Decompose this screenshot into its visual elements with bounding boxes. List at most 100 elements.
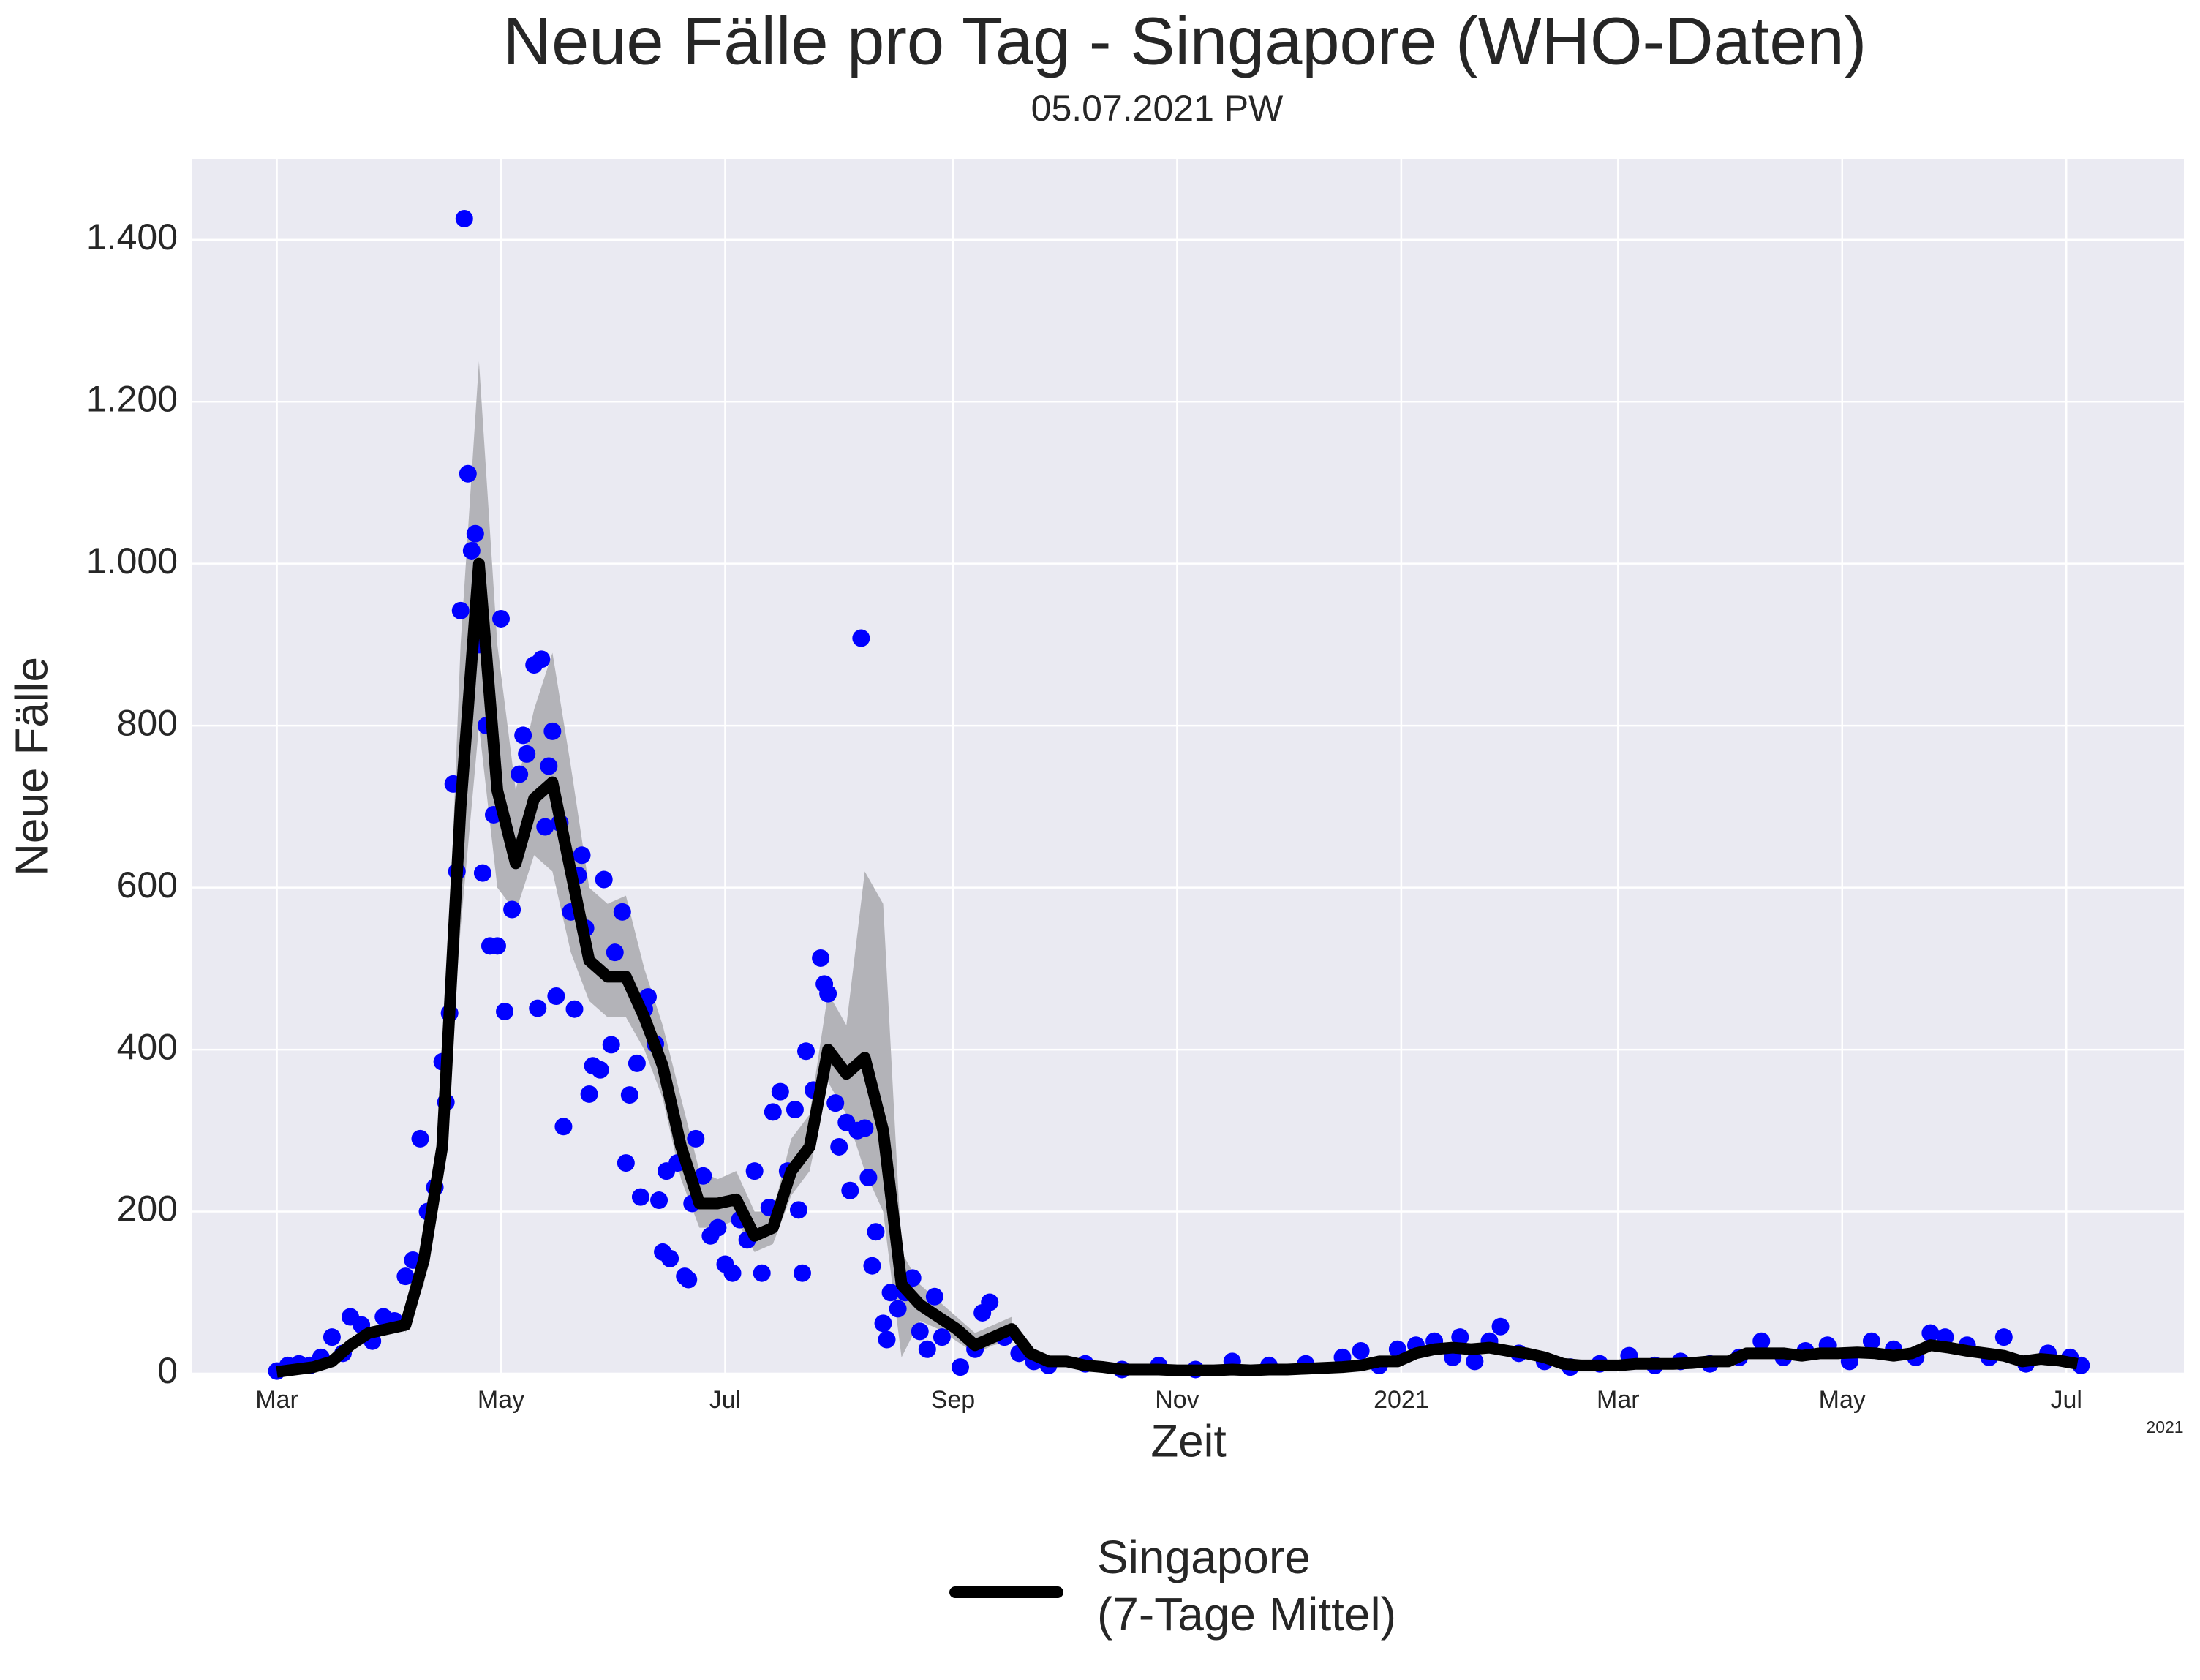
daily-point: [863, 1257, 881, 1275]
daily-point: [573, 846, 591, 865]
x-tick-label: May: [478, 1386, 524, 1414]
daily-point: [602, 1036, 620, 1054]
daily-point: [503, 900, 521, 919]
daily-point: [628, 1054, 646, 1072]
daily-point: [323, 1328, 341, 1346]
daily-point: [496, 1003, 514, 1021]
daily-point: [565, 1000, 584, 1018]
daily-point: [687, 1129, 705, 1148]
daily-point: [841, 1181, 859, 1199]
y-tick-label: 1.400: [86, 216, 178, 257]
daily-point: [1352, 1341, 1370, 1360]
daily-point: [661, 1249, 679, 1267]
daily-point: [488, 937, 506, 955]
daily-point: [867, 1223, 885, 1241]
chart-title: Neue Fälle pro Tag - Singapore (WHO-Date…: [503, 4, 1867, 78]
daily-point: [514, 726, 532, 745]
daily-point: [819, 984, 837, 1003]
daily-point: [591, 1061, 609, 1079]
daily-point: [613, 903, 631, 921]
daily-point: [595, 870, 613, 889]
daily-point: [518, 745, 536, 763]
daily-point: [753, 1264, 771, 1282]
x-tick-label: Jul: [709, 1386, 741, 1414]
daily-point: [789, 1201, 807, 1219]
x-tick-label: Mar: [1597, 1386, 1640, 1414]
daily-point: [617, 1154, 635, 1172]
daily-point: [606, 943, 624, 962]
daily-point: [889, 1300, 907, 1318]
daily-point: [874, 1314, 892, 1333]
daily-point: [1466, 1352, 1484, 1371]
daily-point: [638, 988, 657, 1006]
daily-point: [981, 1293, 999, 1311]
daily-point: [473, 864, 491, 882]
daily-point: [631, 1188, 649, 1206]
y-tick-label: 200: [117, 1189, 178, 1229]
y-tick-label: 600: [117, 865, 178, 905]
daily-point: [580, 1085, 598, 1103]
daily-point: [881, 1284, 900, 1302]
x-tick-label: Jul: [2050, 1386, 2082, 1414]
daily-point: [411, 1129, 429, 1148]
daily-point: [745, 1162, 764, 1180]
legend-label: Singapore (7-Tage Mittel): [1097, 1531, 1396, 1641]
daily-point: [451, 601, 470, 619]
daily-point: [1994, 1328, 2013, 1346]
daily-point: [455, 209, 473, 227]
daily-point: [925, 1287, 943, 1306]
daily-point: [771, 1082, 789, 1101]
daily-point: [536, 818, 554, 836]
daily-point: [878, 1330, 896, 1349]
x-offset-label: 2021: [2146, 1417, 2183, 1436]
daily-point: [826, 1094, 845, 1112]
daily-point: [1491, 1317, 1510, 1336]
daily-point: [620, 1086, 638, 1104]
daily-point: [459, 464, 477, 483]
y-tick-label: 1.000: [86, 540, 178, 581]
daily-point: [1451, 1328, 1469, 1346]
y-tick-label: 400: [117, 1026, 178, 1067]
y-tick-label: 0: [157, 1350, 178, 1391]
daily-point: [1752, 1332, 1771, 1350]
x-tick-label: Mar: [255, 1386, 298, 1414]
y-tick-label: 800: [117, 702, 178, 743]
daily-point: [396, 1267, 415, 1286]
daily-point: [529, 999, 547, 1017]
daily-point: [554, 1118, 573, 1136]
daily-point: [709, 1218, 727, 1237]
y-tick-label: 1.200: [86, 378, 178, 419]
daily-point: [1921, 1324, 1940, 1342]
daily-point: [1862, 1332, 1880, 1350]
chart-subtitle: 05.07.2021 PW: [1031, 88, 1284, 129]
y-axis-label: Neue Fälle: [7, 657, 57, 876]
daily-point: [911, 1322, 929, 1341]
daily-point: [952, 1358, 970, 1376]
daily-point: [903, 1269, 922, 1287]
x-axis-label: Zeit: [1150, 1416, 1226, 1466]
daily-point: [786, 1101, 804, 1119]
daily-point: [679, 1270, 698, 1289]
daily-point: [723, 1264, 742, 1282]
daily-point: [933, 1328, 951, 1346]
daily-point: [859, 1169, 878, 1187]
daily-point: [694, 1167, 712, 1185]
daily-point: [532, 650, 551, 668]
x-tick-label: 2021: [1374, 1386, 1429, 1414]
daily-point: [852, 629, 870, 647]
daily-point: [540, 757, 558, 775]
x-tick-label: Nov: [1155, 1386, 1199, 1414]
x-tick-label: Sep: [931, 1386, 976, 1414]
daily-point: [547, 987, 565, 1005]
daily-point: [793, 1264, 811, 1282]
daily-point: [830, 1137, 848, 1156]
daily-point: [812, 949, 830, 967]
daily-point: [918, 1340, 936, 1358]
daily-point: [856, 1119, 874, 1137]
daily-point: [466, 524, 484, 543]
daily-point: [462, 541, 481, 560]
daily-point: [797, 1042, 815, 1061]
daily-point: [543, 722, 562, 740]
